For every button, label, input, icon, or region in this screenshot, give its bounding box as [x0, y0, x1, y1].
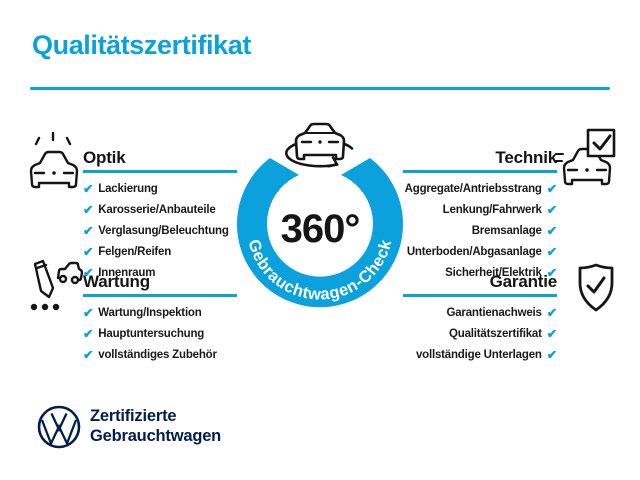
list-item: Qualitätszertifikat ✔	[403, 324, 557, 345]
technik-item-list: Aggregate/Antriebsstrang ✔ Lenkung/Fahrwe…	[403, 179, 558, 284]
brand-line-2: Gebrauchtwagen	[90, 427, 222, 445]
top-divider	[30, 87, 610, 90]
check-icon: ✔	[546, 244, 557, 259]
list-item: ✔ vollständiges Zubehör	[83, 345, 237, 366]
page-title: Qualitätszertifikat	[32, 30, 251, 60]
vw-logo	[37, 405, 81, 449]
list-item: Aggregate/Antriebsstrang ✔	[403, 179, 558, 200]
check-icon: ✔	[546, 181, 557, 196]
list-item: Sicherheit/Elektrik ✔	[403, 263, 557, 284]
item-label: Bremsanlage	[471, 225, 542, 237]
list-item: vollständige Unterlagen ✔	[403, 345, 557, 366]
item-label: Sicherheit/Elektrik	[445, 267, 542, 279]
brand-line-1: Zertifizierte	[90, 407, 177, 425]
section-garantie: Garantie Garantienachweis ✔ Qualitätszert…	[403, 272, 557, 366]
check-icon: ✔	[83, 347, 94, 362]
check-icon: ✔	[83, 181, 94, 196]
garantie-item-list: Garantienachweis ✔ Qualitätszertifikat ✔ v…	[403, 303, 557, 366]
section-technik: Technik Aggregate/Antriebsstrang ✔ Lenkun…	[403, 148, 557, 284]
section-underline	[83, 170, 237, 173]
list-item: ✔ Hauptuntersuchung	[83, 324, 237, 345]
item-label: Aggregate/Antriebsstrang	[404, 183, 542, 195]
item-label: Lackierung	[98, 183, 158, 195]
car-checkbox-icon	[555, 128, 616, 186]
list-item: Garantienachweis ✔	[403, 303, 557, 324]
check-icon: ✔	[546, 265, 557, 280]
wartung-item-list: ✔ Wartung/Inspektion ✔ Hauptuntersuchung ✔…	[83, 303, 237, 366]
check-icon: ✔	[546, 202, 557, 217]
item-label: Garantienachweis	[446, 307, 542, 319]
section-title-technik: Technik	[495, 148, 557, 167]
check-icon: ✔	[83, 265, 94, 280]
car-rotate-icon	[294, 122, 346, 161]
optik-item-list: ✔ Lackierung ✔ Karosserie/Anbauteile ✔ Verg…	[83, 179, 237, 284]
item-label: Innenraum	[98, 267, 156, 279]
item-label: Lenkung/Fahrwerk	[442, 204, 542, 216]
section-underline	[403, 170, 557, 173]
item-label: vollständiges Zubehör	[98, 349, 217, 361]
check-icon: ✔	[83, 305, 94, 320]
brand-claim: Zertifizierte Gebrauchtwagen	[90, 406, 221, 446]
section-wartung: Wartung ✔ Wartung/Inspektion ✔ Hauptunters…	[83, 272, 237, 366]
item-label: vollständige Unterlagen	[415, 349, 542, 361]
item-label: Felgen/Reifen	[98, 246, 172, 258]
list-item: ✔ Innenraum	[83, 263, 237, 284]
check-icon: ✔	[546, 326, 557, 341]
blue-ring	[236, 158, 403, 308]
list-item: ✔ Verglasung/Beleuchtung	[83, 221, 237, 242]
list-item: Lenkung/Fahrwerk ✔	[403, 200, 558, 221]
list-item: Bremsanlage ✔	[403, 221, 558, 242]
section-optik: Optik ✔ Lackierung ✔ Karosserie/Anbauteile…	[83, 148, 237, 284]
shield-check-icon	[578, 263, 614, 312]
list-item: ✔ Wartung/Inspektion	[83, 303, 237, 324]
list-item: ✔ Karosserie/Anbauteile	[83, 200, 237, 221]
check-icon: ✔	[83, 326, 94, 341]
item-label: Hauptuntersuchung	[98, 328, 205, 340]
ring-360-label: 360°	[281, 207, 360, 251]
check-icon: ✔	[546, 223, 557, 238]
check-icon: ✔	[83, 244, 94, 259]
check-icon: ✔	[546, 347, 557, 362]
check-icon: ✔	[83, 202, 94, 217]
section-title-optik: Optik	[83, 148, 126, 167]
section-title-garantie: Garantie	[489, 272, 558, 291]
item-label: Verglasung/Beleuchtung	[98, 225, 229, 237]
360-check-ring: 360° Gebrauchtwagen-Check	[236, 122, 403, 308]
section-underline	[83, 294, 237, 297]
item-label: Unterboden/Abgasanlage	[406, 246, 542, 258]
section-title-wartung: Wartung	[83, 272, 150, 291]
list-item: ✔ Lackierung	[83, 179, 237, 200]
list-item: Unterboden/Abgasanlage ✔	[403, 242, 557, 263]
item-label: Qualitätszertifikat	[449, 328, 542, 340]
section-underline	[403, 294, 557, 297]
service-checklist-icon	[30, 259, 83, 311]
item-label: Karosserie/Anbauteile	[98, 204, 216, 216]
item-label: Wartung/Inspektion	[98, 307, 202, 319]
list-item: ✔ Felgen/Reifen	[83, 242, 237, 263]
check-icon: ✔	[546, 305, 557, 320]
sparkling-car-icon	[29, 131, 79, 189]
check-icon: ✔	[83, 223, 94, 238]
